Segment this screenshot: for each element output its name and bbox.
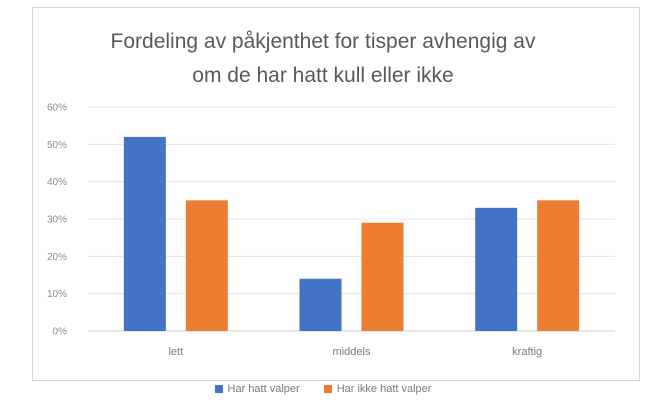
category-label-lett: lett: [168, 346, 183, 358]
legend-item: Har ikke hatt valper: [323, 383, 432, 395]
chart-title-line-1: Fordeling av påkjenthet for tisper avhen…: [110, 30, 536, 53]
bars: [123, 136, 580, 331]
bar-middels-har-ikke-hatt-valper: [361, 222, 404, 331]
legend-label: Har hatt valper: [227, 383, 300, 395]
y-tick-label: 20%: [47, 252, 67, 263]
category-label-kraftig: kraftig: [512, 346, 542, 358]
y-tick-label: 30%: [47, 215, 67, 226]
gridlines: [88, 106, 615, 332]
bar-kraftig-har-ikke-hatt-valper: [537, 200, 580, 331]
legend: Har hatt valper Har ikke hatt valper: [0, 383, 646, 396]
y-tick-label: 60%: [47, 103, 67, 114]
bar-middels-har-hatt-valper: [299, 278, 342, 331]
category-label-middels: middels: [333, 346, 371, 358]
chart-title: Fordeling av påkjenthet for tisper avhen…: [0, 25, 646, 93]
y-tick-label: 50%: [47, 140, 67, 151]
legend-label: Har ikke hatt valper: [336, 383, 432, 395]
bar-lett-har-hatt-valper: [123, 136, 166, 331]
y-tick-label: 40%: [47, 177, 67, 188]
y-axis-tick-labels: 0% 10% 20% 30% 40% 50% 60%: [47, 103, 67, 338]
bar-lett-har-ikke-hatt-valper: [185, 200, 228, 331]
chart-title-line-2: om de har hatt kull eller ikke: [192, 64, 454, 87]
bar-kraftig-har-hatt-valper: [475, 207, 518, 331]
y-tick-label: 10%: [47, 289, 67, 300]
legend-item: Har hatt valper: [214, 383, 300, 395]
legend-swatch: [323, 385, 332, 393]
y-tick-label: 0%: [53, 327, 68, 338]
legend-swatch: [214, 385, 223, 393]
x-axis-category-labels: lett middels kraftig: [168, 346, 542, 358]
